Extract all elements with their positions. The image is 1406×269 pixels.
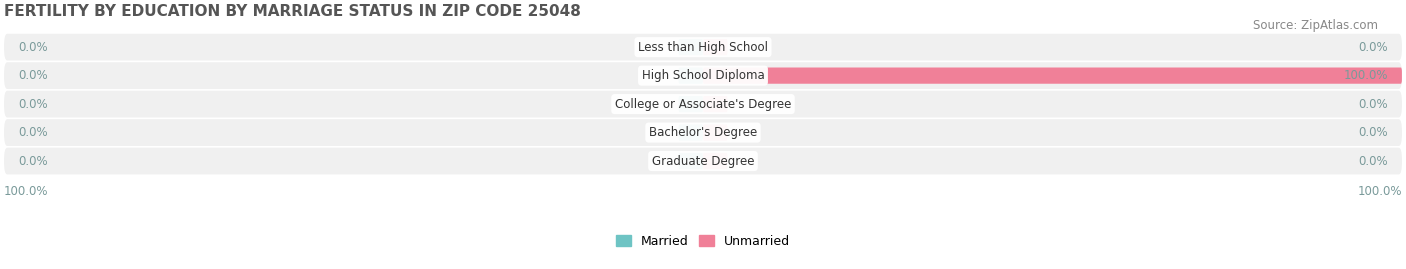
Text: 0.0%: 0.0% <box>1358 155 1388 168</box>
Text: 0.0%: 0.0% <box>1358 41 1388 54</box>
Text: Graduate Degree: Graduate Degree <box>652 155 754 168</box>
Text: High School Diploma: High School Diploma <box>641 69 765 82</box>
FancyBboxPatch shape <box>703 39 727 55</box>
Text: College or Associate's Degree: College or Associate's Degree <box>614 98 792 111</box>
Text: 100.0%: 100.0% <box>1343 69 1388 82</box>
FancyBboxPatch shape <box>4 119 1402 146</box>
FancyBboxPatch shape <box>703 153 727 169</box>
FancyBboxPatch shape <box>4 34 1402 61</box>
Text: 0.0%: 0.0% <box>1358 98 1388 111</box>
Text: Source: ZipAtlas.com: Source: ZipAtlas.com <box>1253 19 1378 32</box>
FancyBboxPatch shape <box>679 68 703 84</box>
Text: 100.0%: 100.0% <box>4 185 49 198</box>
FancyBboxPatch shape <box>4 62 1402 89</box>
FancyBboxPatch shape <box>679 153 703 169</box>
FancyBboxPatch shape <box>703 96 727 112</box>
Legend: Married, Unmarried: Married, Unmarried <box>616 235 790 248</box>
Text: 0.0%: 0.0% <box>18 41 48 54</box>
Text: 0.0%: 0.0% <box>18 98 48 111</box>
Text: 0.0%: 0.0% <box>1358 126 1388 139</box>
FancyBboxPatch shape <box>679 125 703 141</box>
Text: Bachelor's Degree: Bachelor's Degree <box>650 126 756 139</box>
FancyBboxPatch shape <box>679 39 703 55</box>
FancyBboxPatch shape <box>4 148 1402 174</box>
Text: 0.0%: 0.0% <box>18 155 48 168</box>
Text: Less than High School: Less than High School <box>638 41 768 54</box>
FancyBboxPatch shape <box>703 68 1402 84</box>
FancyBboxPatch shape <box>679 96 703 112</box>
FancyBboxPatch shape <box>703 125 727 141</box>
Text: 0.0%: 0.0% <box>18 69 48 82</box>
Text: 100.0%: 100.0% <box>1357 185 1402 198</box>
FancyBboxPatch shape <box>4 91 1402 118</box>
Text: FERTILITY BY EDUCATION BY MARRIAGE STATUS IN ZIP CODE 25048: FERTILITY BY EDUCATION BY MARRIAGE STATU… <box>4 4 581 19</box>
Text: 0.0%: 0.0% <box>18 126 48 139</box>
